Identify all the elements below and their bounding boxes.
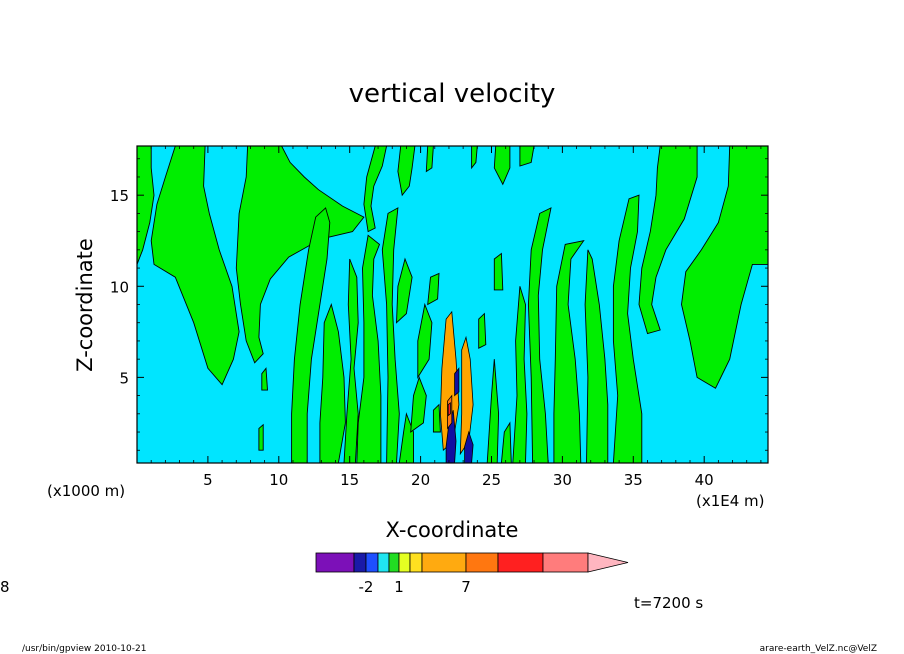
chart-title: vertical velocity bbox=[349, 79, 556, 109]
positive-region bbox=[410, 376, 427, 433]
time-annotation: t=7200 s bbox=[634, 594, 703, 612]
positive-region bbox=[343, 258, 359, 463]
positive-region bbox=[512, 286, 528, 463]
y-tick-label: 15 bbox=[110, 187, 129, 205]
colorbar-tick-label: 1 bbox=[394, 578, 404, 596]
positive-region bbox=[397, 146, 416, 197]
core-cell bbox=[464, 430, 474, 463]
positive-velocity-regions bbox=[137, 146, 768, 463]
positive-region bbox=[584, 249, 609, 463]
footer-right: arare-earth_VelZ.nc@VelZ bbox=[760, 644, 877, 654]
positive-region bbox=[398, 412, 414, 463]
colorbar-segment bbox=[353, 552, 367, 573]
colorbar-extend-arrow bbox=[587, 552, 629, 573]
x-tick-label: 30 bbox=[553, 471, 572, 489]
core-cell bbox=[454, 367, 460, 397]
colorbar-tick-label: -2 bbox=[359, 578, 374, 596]
positive-region bbox=[363, 146, 388, 233]
positive-region bbox=[486, 359, 500, 463]
positive-region bbox=[356, 234, 382, 463]
colorbar-segment bbox=[388, 552, 400, 573]
positive-region bbox=[137, 146, 155, 265]
x-axis-label: X-coordinate bbox=[386, 518, 519, 542]
positive-region bbox=[471, 146, 478, 170]
positive-region bbox=[258, 423, 264, 451]
positive-region bbox=[478, 312, 487, 349]
positive-region bbox=[638, 146, 698, 335]
y-tick-label: 5 bbox=[119, 369, 129, 387]
positive-region bbox=[150, 146, 240, 386]
positive-region bbox=[235, 146, 365, 364]
positive-region bbox=[681, 146, 768, 389]
positive-region bbox=[493, 146, 511, 186]
positive-region bbox=[319, 303, 346, 463]
positive-region bbox=[519, 146, 535, 167]
x-tick-label: 35 bbox=[624, 471, 643, 489]
colorbar-segment bbox=[497, 552, 544, 573]
colorbar-tick-label: 7 bbox=[461, 578, 471, 596]
colorbar-segment bbox=[377, 552, 390, 573]
plot-area: 5 10 15 20 25 30 35 40 5 10 15 bbox=[110, 145, 769, 489]
core-cell bbox=[445, 410, 457, 463]
colorbar-segment bbox=[398, 552, 411, 573]
positive-region bbox=[291, 207, 331, 463]
y-tick-label: 10 bbox=[110, 278, 129, 296]
x-tick-label: 40 bbox=[695, 471, 714, 489]
y-axis-label: Z-coordinate bbox=[73, 238, 97, 372]
colorbar-segment bbox=[421, 552, 467, 573]
positive-region bbox=[396, 257, 413, 324]
positive-region bbox=[493, 252, 504, 291]
x-tick-label: 20 bbox=[411, 471, 430, 489]
colorbar-segment bbox=[409, 552, 423, 573]
x-tick-label: 25 bbox=[482, 471, 501, 489]
positive-region bbox=[417, 302, 433, 379]
positive-region bbox=[432, 403, 441, 433]
x-tick-label: 10 bbox=[269, 471, 288, 489]
colorbar-tick-label: 18 bbox=[0, 578, 10, 596]
positive-region bbox=[500, 421, 512, 463]
colorbar: -2 1 7 18 bbox=[0, 552, 629, 596]
positive-region bbox=[612, 194, 643, 463]
x-unit-left: (x1000 m) bbox=[47, 482, 125, 500]
x-unit-right: (x1E4 m) bbox=[696, 492, 765, 510]
y-axis: 5 10 15 bbox=[110, 158, 768, 451]
x-tick-label: 5 bbox=[203, 471, 213, 489]
convective-core bbox=[439, 310, 474, 463]
colorbar-segment bbox=[365, 552, 379, 573]
positive-region bbox=[261, 367, 268, 391]
positive-region bbox=[425, 146, 434, 173]
positive-region bbox=[553, 240, 585, 463]
colorbar-segment bbox=[465, 552, 499, 573]
footer-left: /usr/bin/gpview 2010-10-21 bbox=[22, 644, 146, 654]
x-tick-label: 15 bbox=[340, 471, 359, 489]
core-cell bbox=[447, 402, 451, 417]
x-axis: 5 10 15 20 25 30 35 40 bbox=[150, 146, 762, 489]
colorbar-segment bbox=[542, 552, 589, 573]
positive-region bbox=[427, 272, 440, 306]
positive-region bbox=[527, 207, 552, 463]
colorbar-segment bbox=[315, 552, 355, 573]
positive-region bbox=[381, 207, 400, 463]
